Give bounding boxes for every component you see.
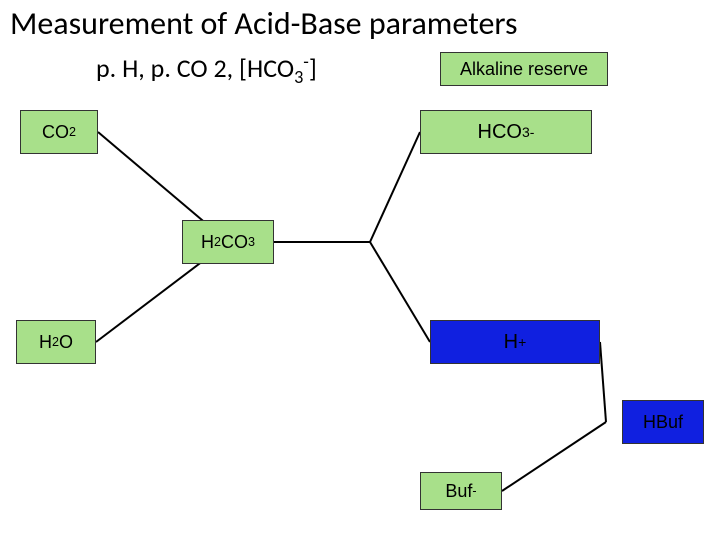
node-h2o: H2O: [16, 320, 96, 364]
node-hco3: HCO3-: [420, 110, 592, 154]
edge: [370, 242, 430, 342]
edge: [502, 422, 606, 491]
node-h2co3: H2CO3: [182, 220, 274, 264]
node-hbuf: HBuf: [622, 400, 704, 444]
node-hplus: H+: [430, 320, 600, 364]
subtitle-text: p. H, p. CO 2, [HCO3-]: [96, 52, 317, 84]
node-co2: CO2: [20, 110, 98, 154]
node-buf: Buf-: [420, 472, 502, 510]
subtitle: p. H, p. CO 2, [HCO3-]: [96, 50, 317, 88]
node-alk: Alkaline reserve: [440, 52, 608, 86]
edge: [370, 132, 420, 242]
edge: [600, 342, 606, 422]
page-title: Measurement of Acid-Base parameters: [10, 4, 518, 43]
